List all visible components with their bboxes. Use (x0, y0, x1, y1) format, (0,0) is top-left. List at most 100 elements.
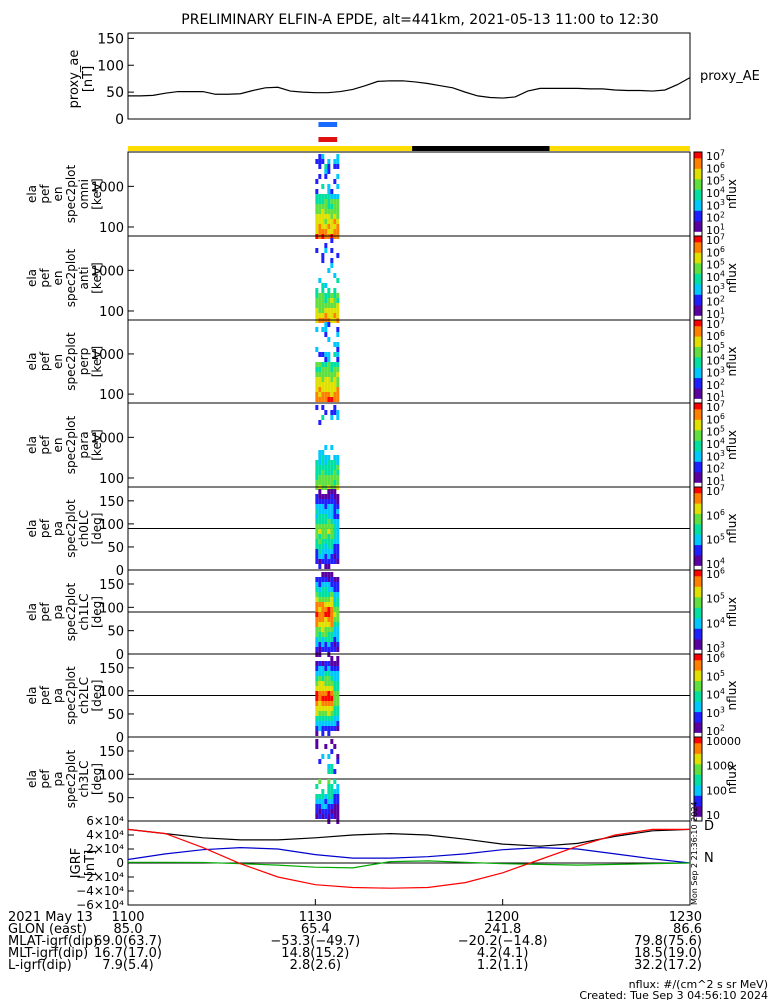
colorbar-cell (694, 365, 702, 369)
status-bar-segment (412, 146, 550, 151)
colorbar-tick-label: 102 (706, 377, 725, 391)
colorbar-cell (694, 259, 702, 262)
heatmap-cell (333, 661, 337, 666)
heatmap-cell (324, 465, 328, 470)
heatmap-cell (330, 559, 334, 564)
colorbar-cell (694, 371, 702, 375)
colorbar-label: nflux (725, 347, 739, 377)
heatmap-cell (333, 544, 337, 549)
colorbar-cell (694, 680, 702, 684)
heatmap-cell (321, 397, 325, 402)
colorbar-cell (694, 250, 702, 254)
colorbar-cell (694, 783, 702, 786)
igrf-ylabel: [nT] (83, 850, 98, 876)
heatmap-cell (321, 582, 325, 587)
heatmap-cell (336, 784, 340, 789)
heatmap-cell (327, 159, 331, 164)
heatmap-cell (315, 549, 319, 554)
colorbar-cell (694, 545, 702, 548)
heatmap-cell (333, 397, 337, 402)
colorbar-cell (694, 499, 702, 503)
heatmap-cell (330, 494, 334, 499)
heatmap-cell (333, 602, 337, 607)
heatmap-cell (321, 480, 325, 485)
heatmap-cell (336, 209, 340, 214)
heatmap-cell (327, 293, 331, 298)
heatmap-cell (324, 460, 328, 465)
colorbar-cell (694, 520, 702, 523)
heatmap-cell (315, 229, 319, 234)
heatmap-cell (318, 721, 322, 726)
heatmap-cell (336, 602, 340, 607)
heatmap-cell (330, 204, 334, 209)
heatmap-cell (324, 219, 328, 224)
heatmap-cell (324, 248, 328, 253)
x-row-value: 1200 (486, 910, 519, 925)
heatmap-cell (327, 779, 331, 784)
heatmap-cell (336, 164, 340, 169)
panel-ytick-label: 0 (116, 731, 124, 746)
colorbar-label: nflux (725, 764, 739, 794)
heatmap-cell (327, 377, 331, 382)
colorbar-cell (694, 703, 702, 707)
colorbar-tick-label: 104 (706, 616, 725, 630)
heatmap-cell (315, 799, 319, 804)
heatmap-cell (327, 352, 331, 357)
colorbar-cell (694, 303, 702, 306)
heatmap-cell (333, 410, 337, 415)
heatmap-cell (330, 721, 334, 726)
heatmap-cell (333, 273, 337, 278)
colorbar-cell (694, 593, 702, 596)
colorbar-cell (694, 814, 702, 818)
x-row-value: 7.9(5.4) (102, 958, 154, 973)
blue-science-bar (318, 122, 338, 127)
colorbar-cell (694, 286, 702, 289)
heatmap-cell (321, 184, 325, 189)
heatmap-cell (315, 475, 319, 480)
heatmap-cell (336, 308, 340, 313)
heatmap-cell (321, 392, 325, 397)
heatmap-cell (318, 499, 322, 504)
colorbar-cell (694, 487, 702, 490)
heatmap-cell (318, 489, 322, 494)
colorbar-cell (694, 208, 702, 212)
colorbar-cell (694, 305, 702, 308)
heatmap-cell (330, 387, 334, 392)
heatmap-cell (327, 632, 331, 637)
heatmap-cell (324, 794, 328, 799)
heatmap-cell (315, 465, 319, 470)
heatmap-cell (318, 465, 322, 470)
heatmap-cell (321, 789, 325, 794)
heatmap-cell (324, 564, 328, 569)
colorbar-cell (694, 301, 702, 304)
heatmap-cell (318, 716, 322, 721)
heatmap-cell (321, 721, 325, 726)
colorbar-cell (694, 555, 702, 559)
heatmap-cell (315, 524, 319, 529)
heatmap-cell (336, 475, 340, 480)
colorbar-cell (694, 170, 702, 174)
heatmap-cell (318, 377, 322, 382)
heatmap-cell (321, 539, 325, 544)
heatmap-cell (324, 322, 328, 327)
panel-ylabel: ela (25, 269, 39, 287)
colorbar-cell (694, 330, 702, 333)
colorbar-cell (694, 588, 702, 592)
heatmap-cell (321, 504, 325, 509)
panel-ytick-label: 100 (99, 305, 124, 320)
colorbar-cell (694, 463, 702, 467)
heatmap-cell (321, 676, 325, 681)
heatmap-cell (327, 769, 331, 774)
colorbar-cell (694, 326, 702, 329)
heatmap-cell (324, 671, 328, 676)
heatmap-cell (336, 706, 340, 711)
x-row-label: MLT-igrf(dip) (8, 946, 88, 961)
heatmap-cell (336, 661, 340, 666)
heatmap-cell (315, 377, 319, 382)
heatmap-cell (333, 539, 337, 544)
panel-frame (127, 402, 691, 488)
panel-ytick-label: 1000 (91, 264, 124, 279)
colorbar-cell (694, 633, 702, 636)
heatmap-cell (318, 293, 322, 298)
heatmap-cell (315, 642, 319, 647)
